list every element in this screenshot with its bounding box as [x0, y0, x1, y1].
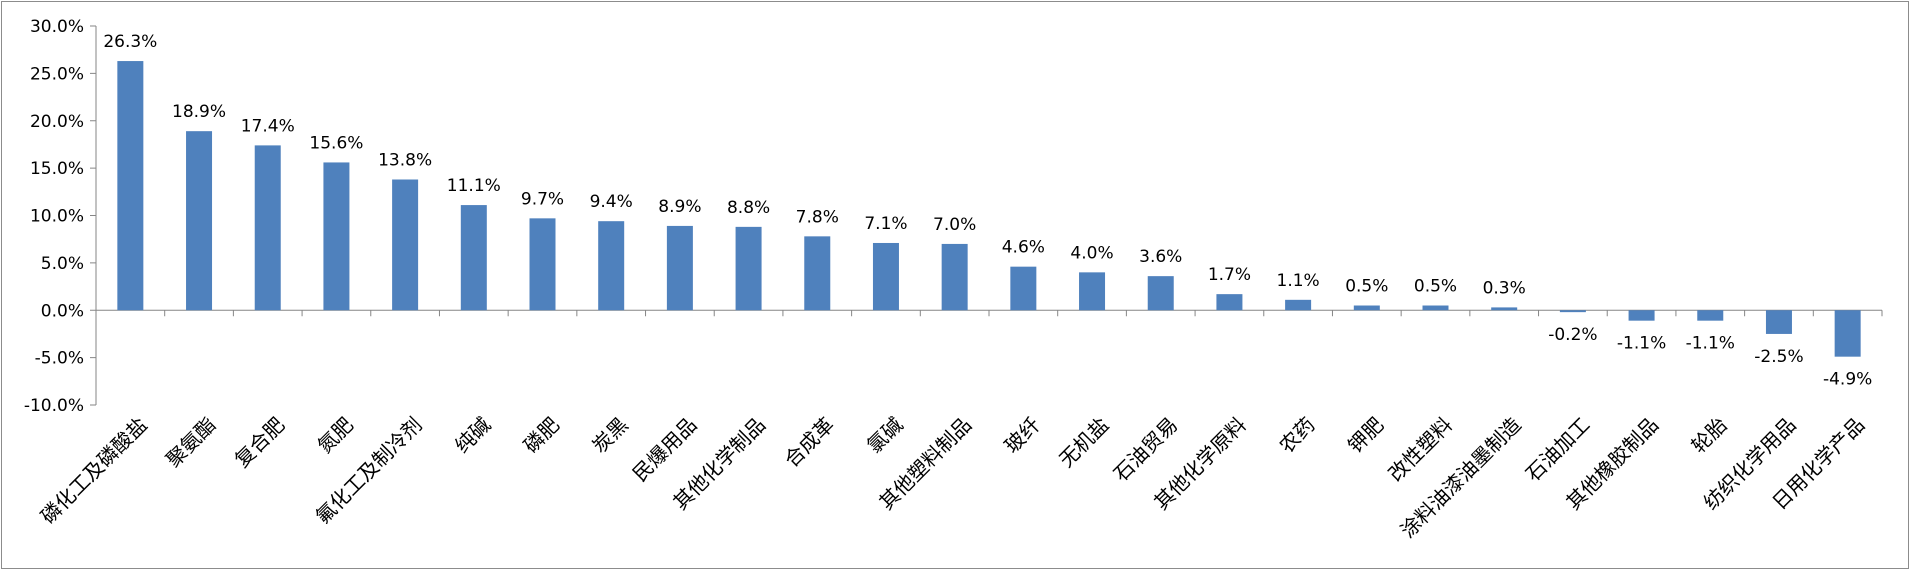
- data-label: 4.6%: [1002, 238, 1045, 258]
- x-axis: [95, 309, 1883, 317]
- bar: [804, 236, 831, 311]
- category-label: 轮胎: [1687, 413, 1732, 458]
- bars: [117, 61, 1861, 357]
- y-tick-label: 20.0%: [30, 112, 84, 132]
- data-label: 7.1%: [864, 214, 907, 234]
- bar: [254, 145, 281, 311]
- data-label: 0.5%: [1414, 277, 1457, 297]
- bar: [460, 205, 487, 311]
- category-label: 磷肥: [519, 413, 564, 458]
- bar: [666, 225, 693, 311]
- category-label: 氯碱: [862, 413, 907, 458]
- category-label: 聚氨酯: [161, 413, 220, 472]
- bar: [1422, 305, 1449, 311]
- data-label: 4.0%: [1070, 243, 1113, 263]
- bar: [1285, 299, 1312, 311]
- bar: [941, 243, 968, 311]
- data-label: 11.1%: [447, 176, 501, 196]
- bar: [1353, 305, 1380, 311]
- category-label: 钾肥: [1343, 413, 1388, 458]
- data-label: -2.5%: [1754, 347, 1803, 367]
- bar: [1147, 276, 1174, 311]
- category-label: 涂料油漆油墨制造: [1396, 413, 1526, 543]
- category-label: 玻纤: [1000, 413, 1045, 458]
- bar: [1079, 272, 1106, 311]
- data-label: 18.9%: [172, 102, 226, 122]
- bar: [598, 221, 625, 311]
- data-label: 17.4%: [241, 116, 295, 136]
- bar: [1491, 307, 1518, 311]
- data-label: -4.9%: [1823, 370, 1872, 390]
- bar: [1628, 310, 1655, 321]
- data-label: -0.2%: [1548, 325, 1597, 345]
- y-axis: 30.0% 25.0% 20.0% 15.0% 10.0% 5.0% 0.0% -5.0% -1…: [24, 17, 97, 416]
- category-label: 炭黑: [587, 413, 632, 458]
- category-label: 复合肥: [230, 413, 289, 472]
- bar: [1216, 294, 1243, 311]
- data-labels: 26.3% 18.9% 17.4% 15.6% 13.8% 11.1% 9.7% 9.4% 8.…: [103, 32, 1872, 390]
- y-tick-label: 30.0%: [30, 17, 84, 37]
- y-tick-label: 5.0%: [41, 254, 84, 274]
- y-tick-label: 25.0%: [30, 64, 84, 84]
- bar: [117, 61, 144, 311]
- category-label: 农药: [1274, 413, 1319, 458]
- bar: [1834, 310, 1861, 357]
- bar: [872, 242, 899, 311]
- category-label: 氮肥: [313, 413, 358, 458]
- category-label: 磷化工及磷酸盐: [36, 413, 152, 529]
- data-label: 1.7%: [1208, 265, 1251, 285]
- bar: [323, 162, 350, 311]
- data-label: 7.0%: [933, 215, 976, 235]
- data-label: 26.3%: [103, 32, 157, 52]
- y-tick-label: 0.0%: [41, 301, 84, 321]
- bar: [1765, 310, 1792, 334]
- data-label: 13.8%: [378, 150, 432, 170]
- data-label: 9.7%: [521, 189, 564, 209]
- category-label: 纯碱: [450, 413, 495, 458]
- data-label: 15.6%: [309, 133, 363, 153]
- category-label: 合成革: [779, 413, 838, 472]
- y-tick-label: -5.0%: [35, 349, 84, 369]
- data-label: 0.3%: [1483, 278, 1526, 298]
- data-label: 9.4%: [590, 192, 633, 212]
- y-tick-label: 10.0%: [30, 207, 84, 227]
- bar: [1559, 310, 1586, 313]
- bar: [1697, 310, 1724, 321]
- y-tick-label: 15.0%: [30, 159, 84, 179]
- category-label: 无机盐: [1054, 413, 1113, 472]
- bar: [186, 131, 213, 311]
- data-label: 3.6%: [1139, 247, 1182, 267]
- data-label: 8.9%: [658, 197, 701, 217]
- y-tick-label: -10.0%: [24, 396, 84, 416]
- bar: [392, 179, 419, 311]
- data-label: 1.1%: [1277, 271, 1320, 291]
- data-label: 8.8%: [727, 198, 770, 218]
- bar: [529, 218, 556, 311]
- data-label: 7.8%: [796, 207, 839, 227]
- bar: [735, 226, 762, 311]
- data-label: -1.1%: [1617, 334, 1666, 354]
- data-label: -1.1%: [1686, 334, 1735, 354]
- data-label: 0.5%: [1345, 277, 1388, 297]
- bar: [1010, 266, 1037, 311]
